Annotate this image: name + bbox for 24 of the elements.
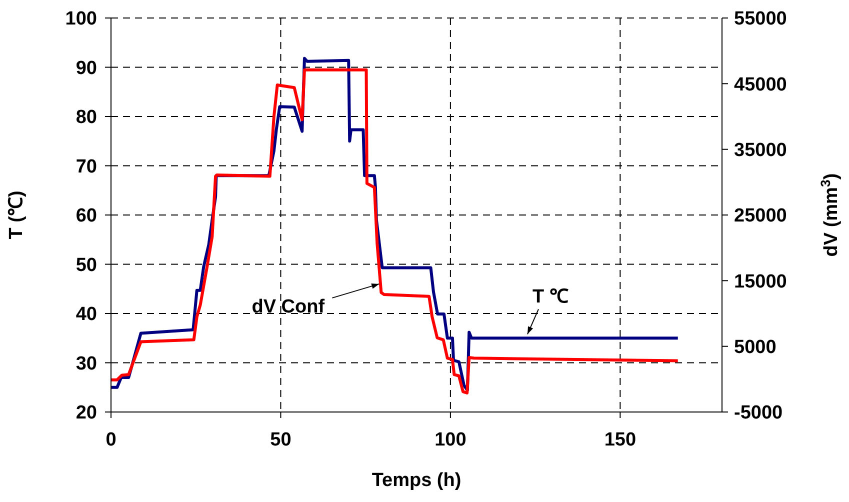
y-tick-label: 20 <box>76 402 97 424</box>
y-tick-label: 90 <box>76 58 97 79</box>
y-tick-label: 30 <box>76 353 97 374</box>
y-axis-title: T (℃) <box>6 190 27 240</box>
y2-tick-label: 35000 <box>734 140 787 162</box>
y2-tick-label: -5000 <box>734 402 783 424</box>
x-tick-label: 0 <box>106 429 116 450</box>
y2-tick-label: 45000 <box>734 74 787 96</box>
y-tick-label: 80 <box>76 107 97 128</box>
y-tick-label: 40 <box>76 304 97 326</box>
annotation: dV Conf <box>252 296 326 318</box>
y2-tick-label: 55000 <box>734 8 787 30</box>
annotation: T ℃ <box>532 286 568 308</box>
x-tick-label: 50 <box>270 429 292 450</box>
y-tick-label: 100 <box>65 8 97 30</box>
x-tick-label: 100 <box>434 429 466 450</box>
y-tick-label: 60 <box>76 206 97 227</box>
y-tick-label: 50 <box>76 254 97 276</box>
y-tick-label: 70 <box>76 156 97 178</box>
y2-tick-label: 25000 <box>734 206 787 227</box>
x-axis-title: Temps (h) <box>372 470 462 491</box>
x-tick-label: 150 <box>604 429 636 450</box>
y2-tick-label: 5000 <box>734 337 776 358</box>
y2-tick-label: 15000 <box>734 271 787 292</box>
